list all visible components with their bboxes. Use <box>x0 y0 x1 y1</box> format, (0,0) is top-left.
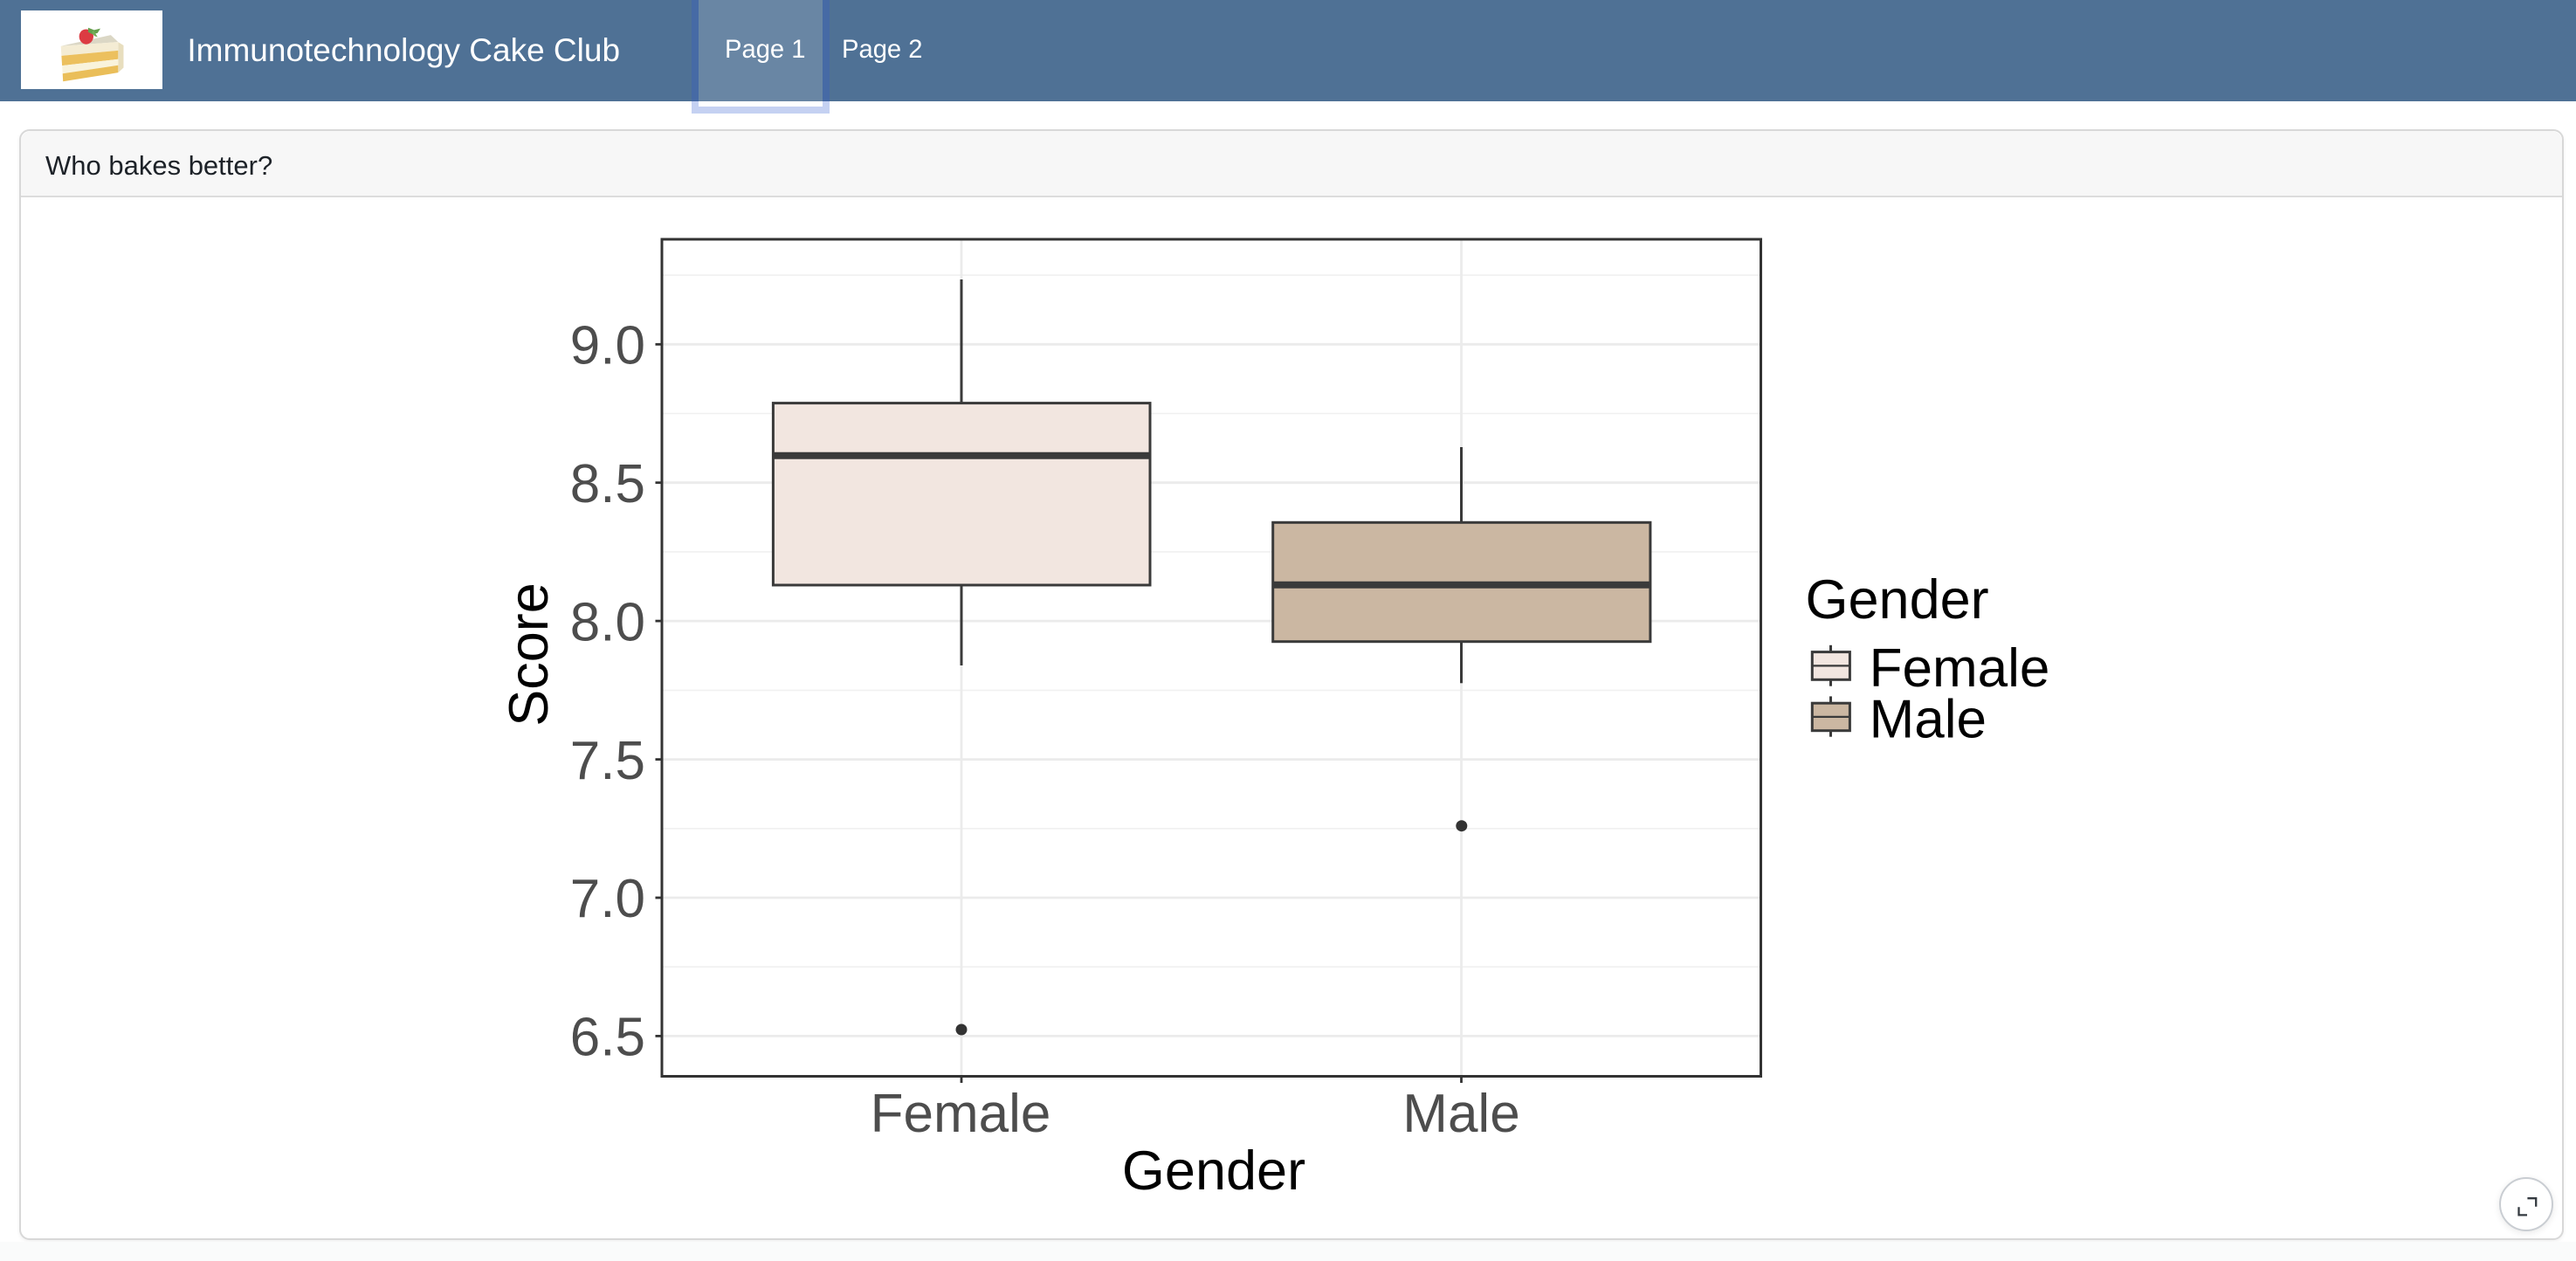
svg-text:Male: Male <box>1402 1084 1519 1144</box>
svg-text:Score: Score <box>499 582 560 727</box>
svg-text:Gender: Gender <box>1122 1140 1305 1202</box>
svg-text:6.5: 6.5 <box>570 1008 645 1068</box>
svg-text:8.0: 8.0 <box>570 592 645 652</box>
svg-text:Female: Female <box>871 1084 1051 1144</box>
svg-text:Gender: Gender <box>1806 569 1989 630</box>
svg-text:7.5: 7.5 <box>570 731 645 791</box>
svg-text:7.0: 7.0 <box>570 869 645 929</box>
svg-text:9.0: 9.0 <box>570 316 645 376</box>
svg-text:Female: Female <box>1870 638 2050 699</box>
svg-text:8.5: 8.5 <box>570 454 645 514</box>
svg-text:Male: Male <box>1870 690 1987 750</box>
